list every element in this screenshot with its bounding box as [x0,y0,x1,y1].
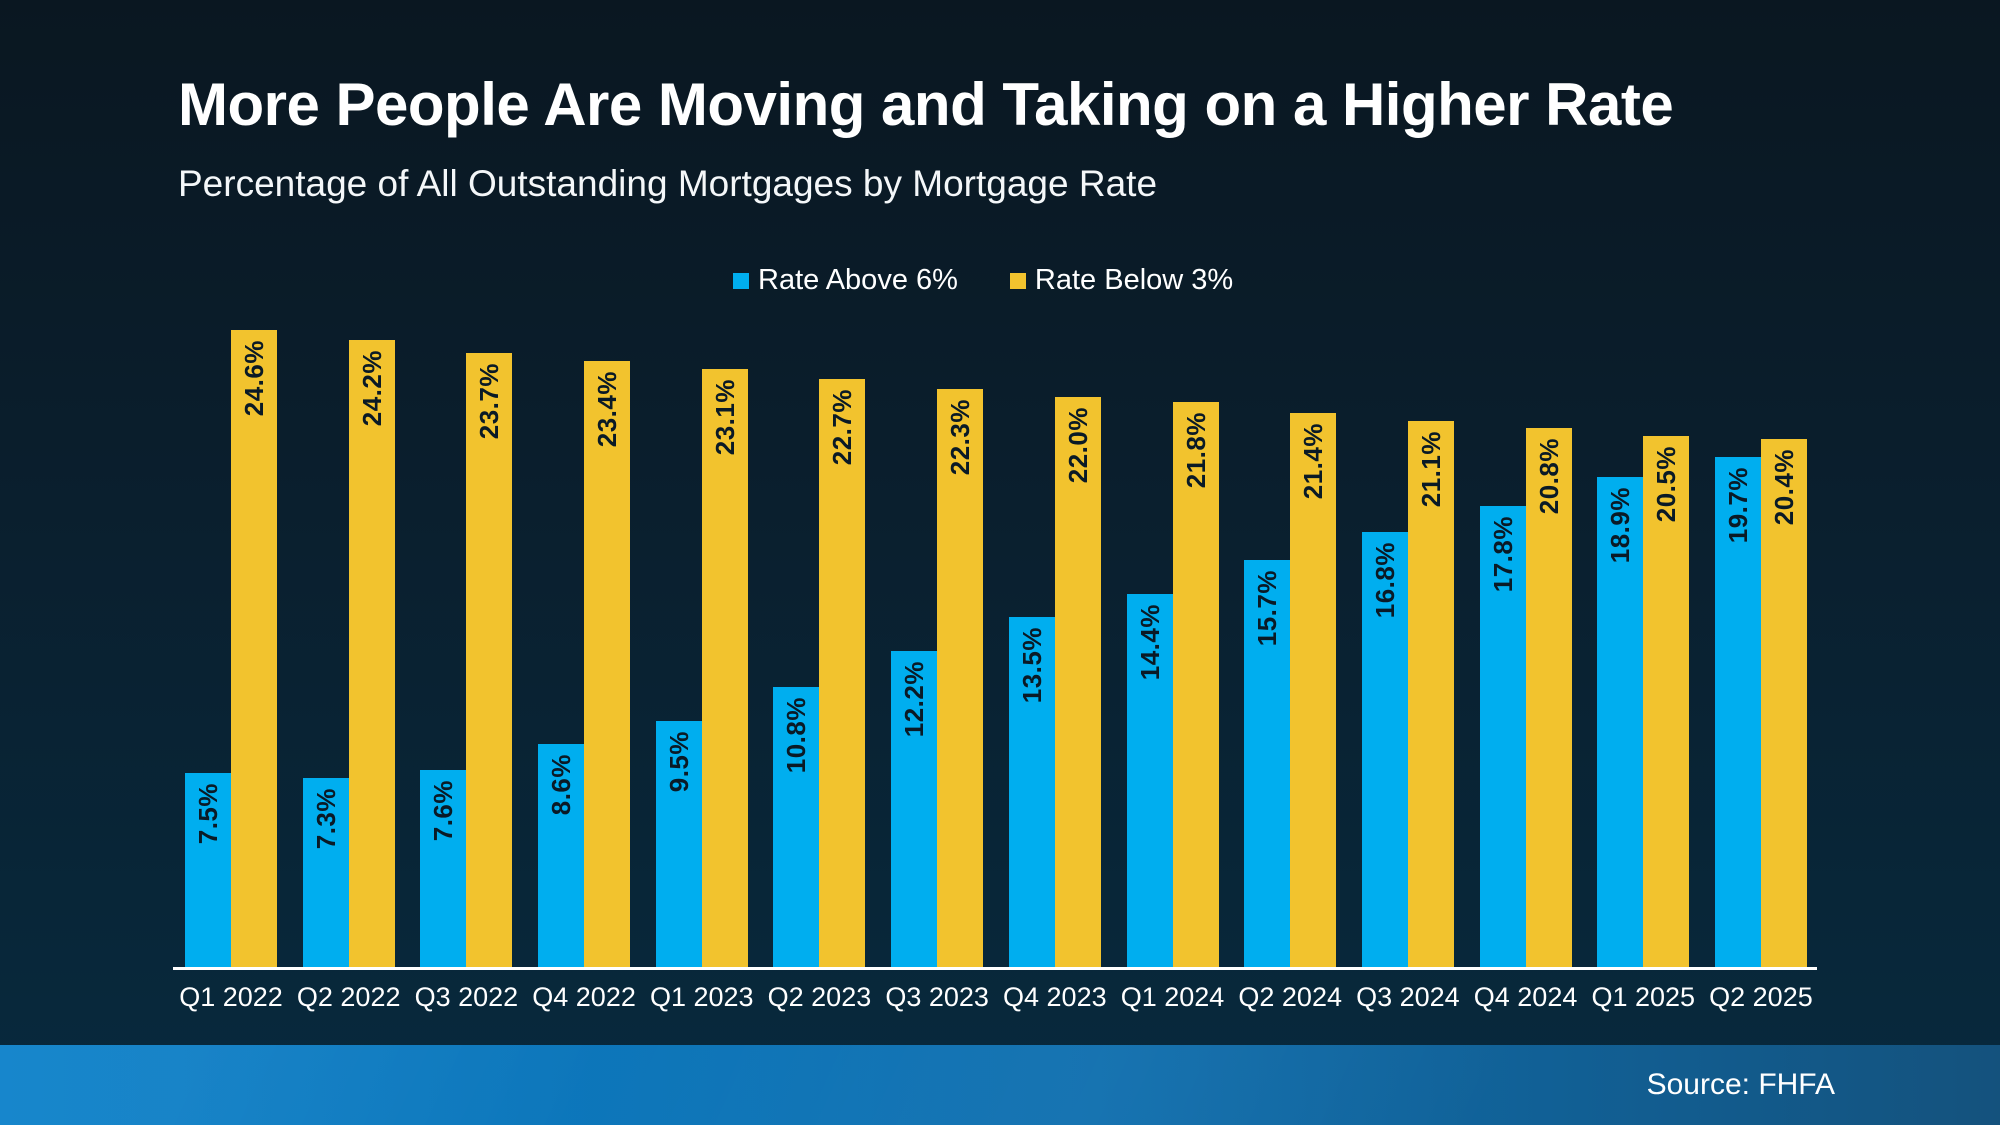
bar-rate-below-3-q1-2022: 24.6% [231,330,277,967]
bar-rate-below-3-q1-2025: 20.5% [1643,436,1690,967]
bar-value-label: 12.2% [899,661,930,738]
bar-value-label: 23.1% [709,379,740,456]
bar-group-q2-2025: 19.7% 20.4% Q2 2025 [1709,330,1813,1012]
bar-group-q1-2024: 14.4% 21.8% Q1 2024 [1121,330,1224,1012]
bar-value-label: 8.6% [546,754,577,816]
bar-value-label: 10.8% [781,697,812,774]
bar-value-label: 14.4% [1134,604,1165,681]
bar-rate-below-3-q3-2022: 23.7% [466,353,513,967]
legend-label: Rate Below 3% [1034,264,1234,296]
bar-value-label: 7.3% [310,788,341,850]
legend-item-rate-below-3: Rate Below 3% [1009,264,1234,297]
bar-rate-below-3-q4-2022: 23.4% [584,361,631,967]
bar-rate-above-6-q3-2022: 7.6% [420,770,467,967]
bar-value-label: 21.8% [1180,412,1211,489]
bar-value-label: 17.8% [1487,516,1518,593]
bar-group-q4-2024: 17.8% 20.8% Q4 2024 [1474,330,1577,1012]
bar-group-q2-2022: 7.3% 24.2% Q2 2022 [297,330,400,1012]
bar-rate-above-6-q2-2024: 15.7% [1244,560,1291,967]
bar-value-label: 24.2% [356,350,387,427]
bar-rate-below-3-q1-2023: 23.1% [701,369,748,967]
bar-value-label: 16.8% [1369,542,1400,619]
page-subtitle: Percentage of All Outstanding Mortgages … [178,163,1158,204]
bar-group-q4-2023: 13.5% 22.0% Q4 2023 [1003,330,1107,1012]
bar-rate-above-6-q2-2023: 10.8% [773,687,820,967]
bar-rate-below-3-q4-2023: 22.0% [1054,397,1101,967]
bar-rate-below-3-q3-2024: 21.1% [1407,421,1454,967]
x-axis-label-q3-2023: Q3 2023 [885,982,989,1012]
bar-value-label: 20.8% [1533,438,1564,515]
legend-swatch-yellow-icon [1009,272,1026,289]
legend-swatch-blue-icon [733,272,749,289]
bar-rate-below-3-q2-2022: 24.2% [348,340,395,967]
bar-rate-above-6-q4-2023: 13.5% [1008,617,1055,967]
plot-area: 7.5% 24.6% Q1 2022 7.3% 24.2% Q2 2022 7.6% 23.7… [173,330,1817,1012]
x-axis-label-q4-2022: Q4 2022 [532,982,636,1012]
bar-group-q2-2023: 10.8% 22.7% Q2 2023 [768,330,871,1012]
legend-label: Rate Above 6% [758,264,958,296]
x-axis-label-q2-2022: Q2 2022 [296,982,401,1012]
x-axis-label-q1-2025: Q1 2025 [1591,982,1696,1012]
bar-value-label: 13.5% [1016,627,1047,704]
bar-group-q1-2025: 18.9% 20.5% Q1 2025 [1591,330,1695,1012]
bar-rate-below-3-q3-2023: 22.3% [937,389,984,967]
bar-group-q3-2022: 7.6% 23.7% Q3 2022 [415,330,518,1012]
x-axis-label-q3-2022: Q3 2022 [414,982,519,1012]
bar-group-q1-2023: 9.5% 23.1% Q1 2023 [650,330,754,1012]
bar-value-label: 22.3% [945,399,976,476]
x-axis-label-q2-2023: Q2 2023 [767,982,872,1012]
bar-rate-below-3-q4-2024: 20.8% [1525,428,1572,967]
footer-bar: Source: FHFA [0,1045,2000,1125]
bar-rate-above-6-q4-2022: 8.6% [538,744,585,967]
x-axis-label-q4-2024: Q4 2024 [1473,982,1578,1012]
bar-group-q3-2023: 12.2% 22.3% Q3 2023 [885,330,989,1012]
bar-rate-above-6-q2-2022: 7.3% [302,778,349,967]
x-axis-label-q1-2023: Q1 2023 [649,982,754,1012]
bar-rate-above-6-q3-2023: 12.2% [891,651,938,967]
x-axis-label-q3-2024: Q3 2024 [1356,982,1460,1012]
bar-rate-above-6-q2-2025: 19.7% [1714,457,1761,967]
bar-rate-below-3-q2-2024: 21.4% [1290,413,1337,967]
x-axis-label-q2-2025: Q2 2025 [1709,982,1813,1012]
bar-value-label: 23.4% [592,371,623,448]
bar-value-label: 20.5% [1651,446,1682,523]
bar-value-label: 19.7% [1722,467,1753,544]
bar-rate-above-6-q1-2023: 9.5% [655,721,702,967]
bar-value-label: 22.0% [1062,407,1093,484]
bar-rate-above-6-q4-2024: 17.8% [1479,506,1526,967]
bar-group-q3-2024: 16.8% 21.1% Q3 2024 [1356,330,1460,1012]
bar-value-label: 21.4% [1298,423,1329,500]
bar-group-q1-2022: 7.5% 24.6% Q1 2022 [179,330,283,1012]
x-axis-label-q2-2024: Q2 2024 [1238,982,1342,1012]
bar-value-label: 22.7% [827,389,858,466]
bar-rate-below-3-q1-2024: 21.8% [1172,402,1219,967]
chart-legend: Rate Above 6% Rate Below 3% [733,264,1233,297]
bar-value-label: 21.1% [1415,431,1446,508]
bar-value-label: 23.7% [474,363,505,440]
bar-rate-above-6-q3-2024: 16.8% [1361,532,1408,967]
bar-value-label: 9.5% [663,731,694,793]
bar-value-label: 7.6% [428,780,459,842]
bar-rate-above-6-q1-2024: 14.4% [1126,594,1173,967]
bar-value-label: 15.7% [1252,570,1283,647]
bar-rate-above-6-q1-2025: 18.9% [1597,477,1644,967]
bar-value-label: 18.9% [1605,487,1636,564]
bar-value-label: 20.4% [1768,449,1799,526]
x-axis-label-q4-2023: Q4 2023 [1003,982,1107,1012]
bar-group-q2-2024: 15.7% 21.4% Q2 2024 [1238,330,1342,1012]
page-title: More People Are Moving and Taking on a H… [178,71,1674,138]
bar-value-label: 24.6% [239,340,269,417]
bar-rate-above-6-q1-2022: 7.5% [185,773,231,967]
bar-rate-below-3-q2-2025: 20.4% [1760,439,1807,967]
legend-item-rate-above-6: Rate Above 6% [733,264,958,297]
bar-value-label: 7.5% [193,783,223,845]
x-axis-label-q1-2024: Q1 2024 [1120,982,1225,1012]
bar-group-q4-2022: 8.6% 23.4% Q4 2022 [532,330,636,1012]
source-attribution: Source: FHFA [1646,1068,1835,1101]
bar-rate-below-3-q2-2023: 22.7% [819,379,866,967]
x-axis-label-q1-2022: Q1 2022 [179,982,283,1012]
